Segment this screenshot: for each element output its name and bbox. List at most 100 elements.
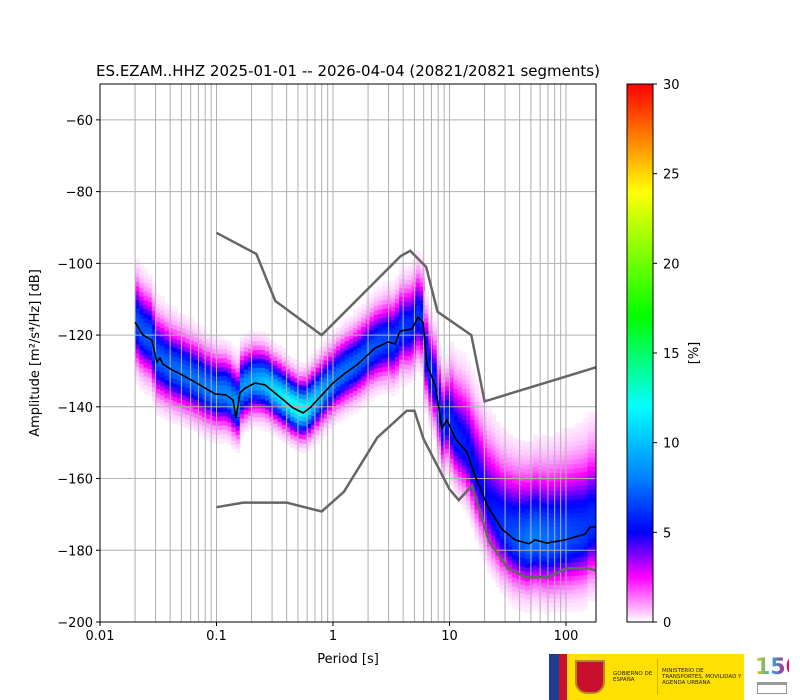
density-cell <box>172 378 178 384</box>
density-cell <box>491 449 496 455</box>
density-cell <box>407 333 413 339</box>
density-cell <box>566 477 572 483</box>
density-cell <box>562 459 568 465</box>
density-cell <box>453 392 459 398</box>
density-cell <box>579 530 584 536</box>
density-cell <box>478 498 484 504</box>
density-cell <box>541 609 547 615</box>
density-cell <box>487 420 492 426</box>
density-cell <box>315 425 320 431</box>
density-cell <box>151 315 157 321</box>
density-cell <box>503 534 509 540</box>
density-cell <box>449 341 454 347</box>
density-cell <box>466 446 471 452</box>
density-cell <box>214 376 220 382</box>
colorbar-tick-label: 25 <box>663 168 680 183</box>
colorbar-tick-label: 30 <box>663 78 680 93</box>
density-cell <box>432 335 438 341</box>
density-cell <box>482 461 488 466</box>
density-cell <box>306 378 312 384</box>
density-cell <box>185 333 191 339</box>
density-cell <box>239 341 245 347</box>
density-cell <box>269 398 274 404</box>
density-cell <box>461 424 467 430</box>
density-cell <box>575 557 580 563</box>
density-cell <box>281 437 287 443</box>
density-cell <box>327 410 333 415</box>
density-cell <box>281 370 287 376</box>
density-cell <box>273 423 278 429</box>
gobierno-logo: GOBIERNO DE ESPAÑA MINISTERIO DE TRANSPO… <box>549 654 744 700</box>
density-cell <box>147 287 153 293</box>
density-cell <box>390 342 396 347</box>
density-cell <box>164 334 170 340</box>
density-cell <box>323 395 329 401</box>
density-cell <box>461 433 467 439</box>
density-cell <box>214 340 220 346</box>
density-cell <box>508 569 513 574</box>
density-cell <box>177 411 182 417</box>
density-cell <box>466 468 471 474</box>
density-cell <box>403 310 408 316</box>
density-cell <box>311 397 316 403</box>
density-cell <box>160 403 165 409</box>
density-cell <box>399 323 404 329</box>
density-cell <box>541 528 547 534</box>
density-cell <box>147 292 153 298</box>
density-cell <box>428 401 434 407</box>
density-cell <box>394 325 400 331</box>
density-cell <box>177 317 182 323</box>
density-cell <box>478 485 484 491</box>
density-cell <box>441 382 446 388</box>
density-cell <box>260 340 266 346</box>
density-cell <box>202 331 207 337</box>
density-cell <box>168 372 174 378</box>
density-cell <box>139 381 144 387</box>
density-cell <box>441 472 446 478</box>
density-cell <box>227 430 232 436</box>
density-cell <box>394 383 400 389</box>
density-cell <box>151 373 157 379</box>
density-cell <box>235 376 241 382</box>
density-cell <box>470 491 475 497</box>
density-cell <box>156 299 161 304</box>
density-cell <box>177 312 182 318</box>
density-cell <box>516 506 522 512</box>
density-cell <box>520 476 526 482</box>
density-cell <box>466 370 471 376</box>
density-cell <box>327 423 333 429</box>
density-cell <box>549 459 555 464</box>
density-cell <box>524 527 530 533</box>
density-cell <box>587 448 593 454</box>
density-cell <box>575 436 580 442</box>
density-cell <box>512 545 517 551</box>
density-cell <box>311 379 316 385</box>
density-cell <box>508 483 513 489</box>
density-cell <box>461 464 467 470</box>
density-cell <box>353 395 358 400</box>
density-cell <box>474 419 480 425</box>
density-cell <box>193 350 199 356</box>
density-cell <box>407 319 413 325</box>
density-cell <box>436 391 442 397</box>
density-cell <box>340 347 346 353</box>
density-cell <box>516 574 522 579</box>
density-cell <box>512 581 517 587</box>
density-cell <box>218 425 224 431</box>
density-cell <box>457 426 463 432</box>
density-cell <box>210 415 216 421</box>
density-cell <box>214 425 220 431</box>
density-cell <box>457 368 463 374</box>
density-cell <box>508 600 513 606</box>
density-cell <box>470 415 475 420</box>
density-cell <box>294 359 299 365</box>
density-cell <box>277 354 283 360</box>
density-cell <box>587 510 593 516</box>
density-cell <box>570 499 576 505</box>
density-cell <box>311 415 316 421</box>
density-cell <box>181 336 186 342</box>
density-cell <box>353 327 358 333</box>
density-cell <box>470 437 475 443</box>
density-cell <box>587 596 593 601</box>
density-cell <box>562 598 568 604</box>
